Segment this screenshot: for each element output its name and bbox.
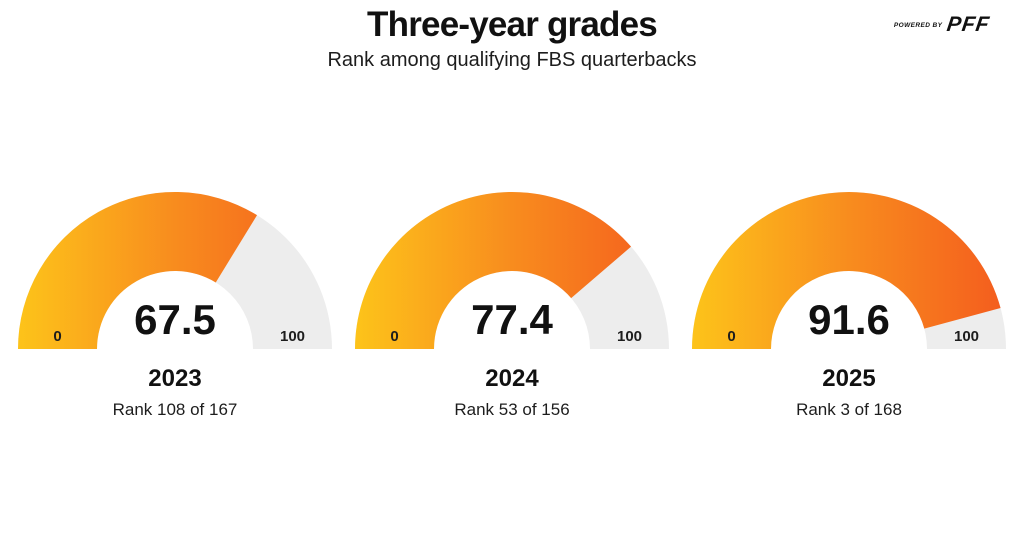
gauge-year-label: 2023 xyxy=(148,365,202,393)
gauge-fill xyxy=(18,192,258,350)
gauge-year-label: 2025 xyxy=(822,365,876,393)
gauge-min-label: 0 xyxy=(53,328,61,345)
gauge-3: 0 100 91.6 2025 Rank 3 of 168 xyxy=(688,186,1010,419)
gauge-chart: 0 100 67.5 xyxy=(14,186,336,354)
gauge-max-label: 100 xyxy=(954,328,979,345)
gauge-1: 0 100 67.5 2023 Rank 108 of 167 xyxy=(14,186,336,419)
gauges-row: 0 100 67.5 2023 Rank 108 of 167 0 100 77.4 2… xyxy=(0,186,1024,419)
gauge-max-label: 100 xyxy=(280,328,305,345)
gauge-min-label: 0 xyxy=(390,328,398,345)
gauge-value-label: 77.4 xyxy=(471,296,553,343)
gauge-max-label: 100 xyxy=(617,328,642,345)
page-subtitle: Rank among qualifying FBS quarterbacks xyxy=(327,49,697,72)
gauge-rank-label: Rank 53 of 156 xyxy=(454,399,570,419)
chart-header: Three-year grades Rank among qualifying … xyxy=(0,0,1024,72)
gauge-2: 0 100 77.4 2024 Rank 53 of 156 xyxy=(351,186,673,419)
gauge-svg: 0 100 77.4 xyxy=(355,192,669,350)
gauge-chart: 0 100 77.4 xyxy=(351,186,673,354)
gauge-rank-label: Rank 108 of 167 xyxy=(112,399,238,419)
page-title: Three-year grades xyxy=(367,5,658,44)
gauge-value-label: 91.6 xyxy=(808,296,890,343)
powered-by-label: POWERED BY xyxy=(893,22,943,29)
gauge-value-label: 67.5 xyxy=(134,296,216,343)
gauge-svg: 0 100 67.5 xyxy=(18,192,332,350)
gauge-fill xyxy=(692,192,1001,350)
gauge-rank-label: Rank 3 of 168 xyxy=(796,399,902,419)
gauge-svg: 0 100 91.6 xyxy=(692,192,1006,350)
pff-brand-logo: POWERED BY PFF xyxy=(893,13,992,36)
gauge-fill xyxy=(355,192,632,350)
gauge-chart: 0 100 91.6 xyxy=(688,186,1010,354)
pff-logo-icon: PFF xyxy=(945,13,992,36)
gauge-min-label: 0 xyxy=(727,328,735,345)
gauge-year-label: 2024 xyxy=(485,365,539,393)
